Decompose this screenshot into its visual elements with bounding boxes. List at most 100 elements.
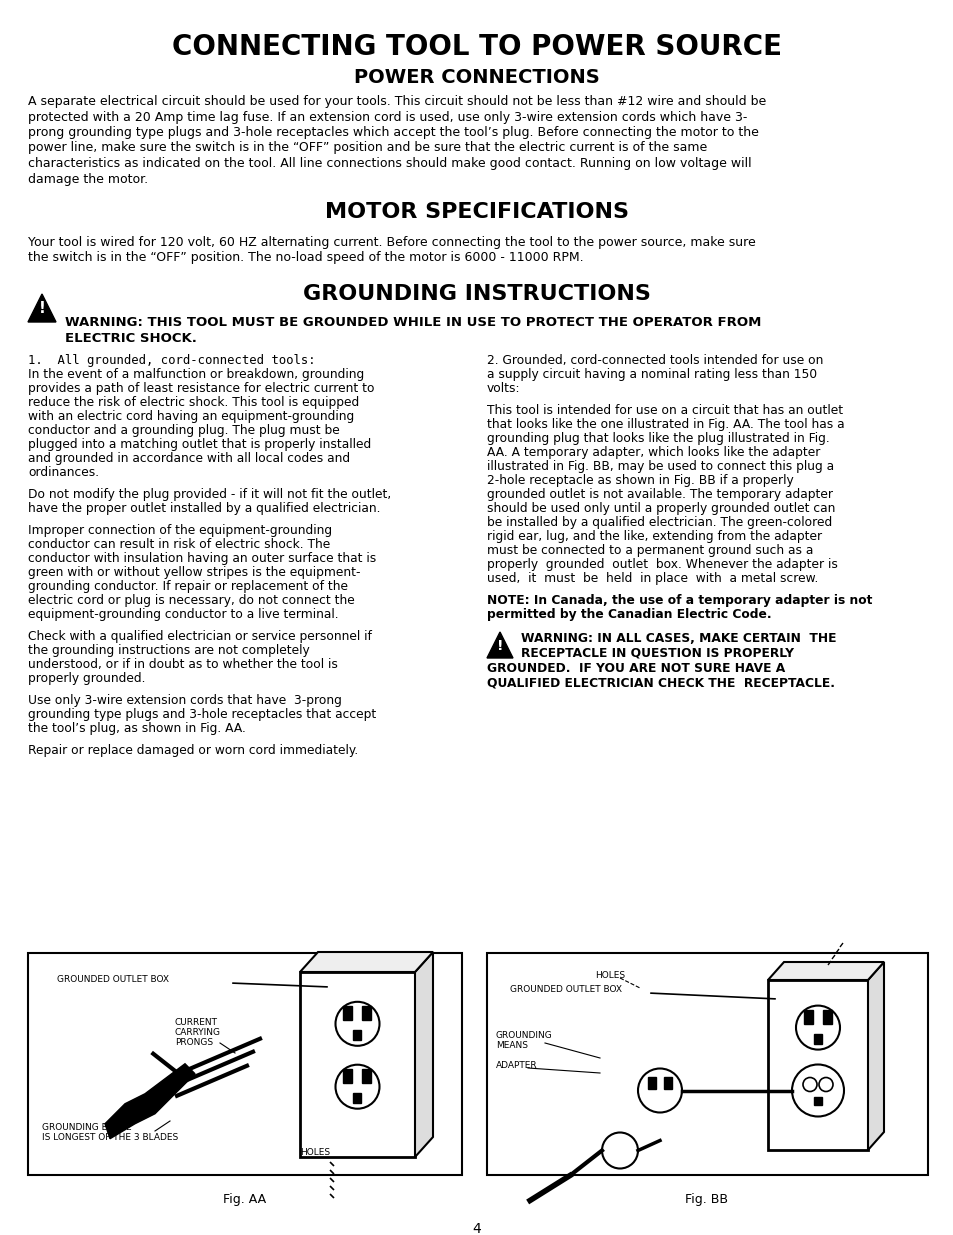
Text: plugged into a matching outlet that is properly installed: plugged into a matching outlet that is p… [28,438,371,451]
Bar [354,1093,361,1103]
Text: properly  grounded  outlet  box. Whenever the adapter is: properly grounded outlet box. Whenever t… [486,558,837,571]
Text: permitted by the Canadian Electric Code.: permitted by the Canadian Electric Code. [486,608,771,621]
Text: and grounded in accordance with all local codes and: and grounded in accordance with all loca… [28,452,350,466]
Text: CARRYING: CARRYING [174,1028,221,1037]
Bar [663,1077,671,1088]
Text: grounding conductor. If repair or replacement of the: grounding conductor. If repair or replac… [28,580,348,593]
Text: a supply circuit having a nominal rating less than 150: a supply circuit having a nominal rating… [486,368,817,382]
Bar [343,1005,352,1020]
Text: PRONGS: PRONGS [174,1037,213,1047]
Text: Use only 3-wire extension cords that have  3-prong: Use only 3-wire extension cords that hav… [28,694,341,706]
Text: properly grounded.: properly grounded. [28,672,146,685]
Text: equipment-grounding conductor to a live terminal.: equipment-grounding conductor to a live … [28,608,338,621]
Text: used,  it  must  be  held  in place  with  a metal screw.: used, it must be held in place with a me… [486,572,818,585]
Text: volts:: volts: [486,382,520,395]
Text: GROUNDED OUTLET BOX: GROUNDED OUTLET BOX [57,974,169,984]
Polygon shape [486,632,513,658]
Text: conductor can result in risk of electric shock. The: conductor can result in risk of electric… [28,538,330,551]
Text: Repair or replace damaged or worn cord immediately.: Repair or replace damaged or worn cord i… [28,743,358,757]
Polygon shape [767,962,883,981]
Text: Fig. BB: Fig. BB [685,1193,728,1207]
Text: QUALIFIED ELECTRICIAN CHECK THE  RECEPTACLE.: QUALIFIED ELECTRICIAN CHECK THE RECEPTAC… [486,676,834,689]
Text: WARNING: IN ALL CASES, MAKE CERTAIN  THE: WARNING: IN ALL CASES, MAKE CERTAIN THE [520,632,836,645]
Text: Fig. AA: Fig. AA [223,1193,266,1207]
Polygon shape [415,952,433,1157]
Text: GROUNDED OUTLET BOX: GROUNDED OUTLET BOX [510,986,621,994]
Text: grounded outlet is not available. The temporary adapter: grounded outlet is not available. The te… [486,488,832,501]
Text: !: ! [38,301,46,316]
Text: This tool is intended for use on a circuit that has an outlet: This tool is intended for use on a circu… [486,404,842,417]
Text: POWER CONNECTIONS: POWER CONNECTIONS [354,68,599,86]
Bar [486,953,927,1174]
Text: AA. A temporary adapter, which looks like the adapter: AA. A temporary adapter, which looks lik… [486,446,820,459]
Bar [647,1077,656,1088]
Polygon shape [105,1063,194,1139]
Bar [28,953,461,1174]
Text: understood, or if in doubt as to whether the tool is: understood, or if in doubt as to whether… [28,658,337,671]
Text: HOLES: HOLES [595,971,624,981]
Bar [813,1097,821,1104]
Text: GROUNDING BLADE: GROUNDING BLADE [42,1123,132,1132]
Text: ADAPTER: ADAPTER [496,1061,537,1070]
Text: Check with a qualified electrician or service personnel if: Check with a qualified electrician or se… [28,630,372,643]
Text: MEANS: MEANS [496,1041,527,1050]
Text: Do not modify the plug provided - if it will not fit the outlet,: Do not modify the plug provided - if it … [28,488,391,501]
Text: prong grounding type plugs and 3-hole receptacles which accept the tool’s plug. : prong grounding type plugs and 3-hole re… [28,126,758,140]
Text: that looks like the one illustrated in Fig. AA. The tool has a: that looks like the one illustrated in F… [486,417,843,431]
Bar [343,1068,352,1083]
Text: reduce the risk of electric shock. This tool is equipped: reduce the risk of electric shock. This … [28,396,359,409]
Bar [767,981,867,1150]
Text: 2-hole receptacle as shown in Fig. BB if a properly: 2-hole receptacle as shown in Fig. BB if… [486,474,793,487]
Polygon shape [867,962,883,1150]
Text: 4: 4 [472,1221,481,1235]
Text: HOLES: HOLES [299,1149,330,1157]
Text: GROUNDED.  IF YOU ARE NOT SURE HAVE A: GROUNDED. IF YOU ARE NOT SURE HAVE A [486,662,784,676]
Bar [362,1005,371,1020]
Bar [803,1009,812,1024]
Text: illustrated in Fig. BB, may be used to connect this plug a: illustrated in Fig. BB, may be used to c… [486,459,833,473]
Text: protected with a 20 Amp time lag fuse. If an extension cord is used, use only 3-: protected with a 20 Amp time lag fuse. I… [28,110,746,124]
Text: be installed by a qualified electrician. The green-colored: be installed by a qualified electrician.… [486,516,831,529]
Text: damage the motor.: damage the motor. [28,173,148,185]
Bar [354,1030,361,1040]
Polygon shape [299,952,433,972]
Text: GROUNDING: GROUNDING [496,1031,552,1040]
Text: RECEPTACLE IN QUESTION IS PROPERLY: RECEPTACLE IN QUESTION IS PROPERLY [520,646,793,659]
Text: IS LONGEST OF THE 3 BLADES: IS LONGEST OF THE 3 BLADES [42,1132,178,1142]
Text: must be connected to a permanent ground such as a: must be connected to a permanent ground … [486,543,813,557]
Text: provides a path of least resistance for electric current to: provides a path of least resistance for … [28,382,375,395]
Text: grounding type plugs and 3-hole receptacles that accept: grounding type plugs and 3-hole receptac… [28,708,375,721]
Text: CONNECTING TOOL TO POWER SOURCE: CONNECTING TOOL TO POWER SOURCE [172,33,781,61]
Text: have the proper outlet installed by a qualified electrician.: have the proper outlet installed by a qu… [28,501,380,515]
Text: ordinances.: ordinances. [28,466,99,479]
Text: 2. Grounded, cord-connected tools intended for use on: 2. Grounded, cord-connected tools intend… [486,354,822,367]
Text: WARNING: THIS TOOL MUST BE GROUNDED WHILE IN USE TO PROTECT THE OPERATOR FROM: WARNING: THIS TOOL MUST BE GROUNDED WHIL… [65,316,760,329]
Text: conductor with insulation having an outer surface that is: conductor with insulation having an oute… [28,552,375,564]
Text: CURRENT: CURRENT [174,1018,218,1028]
Text: !: ! [497,638,503,653]
Text: MOTOR SPECIFICATIONS: MOTOR SPECIFICATIONS [325,203,628,222]
Bar [813,1034,821,1044]
Text: power line, make sure the switch is in the “OFF” position and be sure that the e: power line, make sure the switch is in t… [28,142,706,154]
Text: the grounding instructions are not completely: the grounding instructions are not compl… [28,643,310,657]
Text: ELECTRIC SHOCK.: ELECTRIC SHOCK. [65,332,196,345]
Text: the switch is in the “OFF” position. The no-load speed of the motor is 6000 - 11: the switch is in the “OFF” position. The… [28,252,583,264]
Text: In the event of a malfunction or breakdown, grounding: In the event of a malfunction or breakdo… [28,368,364,382]
Text: characteristics as indicated on the tool. All line connections should make good : characteristics as indicated on the tool… [28,157,751,170]
Polygon shape [28,294,56,322]
Text: A separate electrical circuit should be used for your tools. This circuit should: A separate electrical circuit should be … [28,95,765,107]
Text: Your tool is wired for 120 volt, 60 HZ alternating current. Before connecting th: Your tool is wired for 120 volt, 60 HZ a… [28,236,755,249]
Text: NOTE: In Canada, the use of a temporary adapter is not: NOTE: In Canada, the use of a temporary … [486,594,871,606]
Text: the tool’s plug, as shown in Fig. AA.: the tool’s plug, as shown in Fig. AA. [28,722,246,735]
Text: 1.  All grounded, cord-connected tools:: 1. All grounded, cord-connected tools: [28,354,315,367]
Text: with an electric cord having an equipment-grounding: with an electric cord having an equipmen… [28,410,354,424]
Text: GROUNDING INSTRUCTIONS: GROUNDING INSTRUCTIONS [303,284,650,304]
Text: Improper connection of the equipment-grounding: Improper connection of the equipment-gro… [28,524,332,537]
Text: grounding plug that looks like the plug illustrated in Fig.: grounding plug that looks like the plug … [486,432,829,445]
Text: conductor and a grounding plug. The plug must be: conductor and a grounding plug. The plug… [28,424,339,437]
Text: rigid ear, lug, and the like, extending from the adapter: rigid ear, lug, and the like, extending … [486,530,821,543]
Text: green with or without yellow stripes is the equipment-: green with or without yellow stripes is … [28,566,360,579]
Bar [299,972,415,1157]
Text: should be used only until a properly grounded outlet can: should be used only until a properly gro… [486,501,835,515]
Bar [362,1068,371,1083]
